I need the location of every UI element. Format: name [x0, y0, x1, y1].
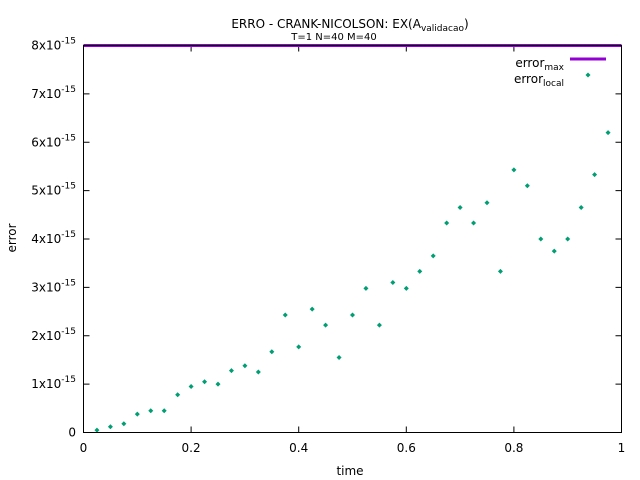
data-point-local [417, 268, 423, 274]
data-point-local [497, 268, 503, 274]
data-point-local [403, 285, 409, 291]
y-tick-label: 6x10-15 [31, 133, 76, 149]
y-axis-ticks: 0 1x10-15 2x10-15 3x10-15 4x10-15 5x10-15 6x10… [31, 37, 622, 440]
chart-title: ERRO - CRANK-NICOLSON: EX(Avalidacao) [231, 17, 468, 34]
data-point-local [457, 205, 463, 211]
x-tick-label: 0 [80, 441, 88, 455]
data-point-local [484, 200, 490, 206]
data-point-local [565, 236, 571, 242]
data-point-local [390, 280, 396, 286]
data-point-local [94, 427, 100, 433]
plot-frame [83, 45, 622, 433]
data-point-local [121, 421, 127, 427]
chart-subtitle: T=1 N=40 M=40 [290, 32, 377, 43]
x-tick-label: 1 [618, 441, 626, 455]
data-point-local [228, 368, 234, 374]
legend-swatch-local [585, 72, 591, 78]
data-point-local [592, 172, 598, 178]
data-point-local [269, 349, 275, 355]
y-tick-label: 7x10-15 [31, 85, 76, 101]
data-point-local [134, 411, 140, 417]
data-point-local [605, 130, 611, 136]
y-tick-label: 4x10-15 [31, 230, 76, 246]
legend-label-max: errormax [515, 56, 564, 73]
data-point-local [538, 236, 544, 242]
data-point-local [161, 408, 167, 414]
data-point-local [350, 312, 355, 318]
data-point-local [444, 220, 450, 226]
data-point-local [255, 369, 261, 375]
x-axis-ticks: 0 0.2 0.4 0.6 0.8 1 [80, 45, 626, 455]
x-axis-label: time [336, 464, 363, 478]
y-tick-label: 3x10-15 [31, 278, 76, 294]
x-tick-label: 0.6 [397, 441, 416, 455]
data-point-local [309, 306, 315, 312]
x-tick-label: 0.8 [504, 441, 523, 455]
data-point-local [471, 220, 477, 226]
data-point-local [376, 322, 382, 328]
chart-title-close: ) [464, 17, 469, 31]
data-point-local [363, 285, 369, 291]
data-point-local [430, 253, 436, 259]
data-point-local [511, 167, 517, 173]
data-point-local [282, 312, 288, 318]
data-point-local [524, 183, 530, 189]
x-tick-label: 0.4 [289, 441, 308, 455]
data-point-local [323, 322, 329, 328]
chart-title-main: ERRO - CRANK-NICOLSON: EX(A [231, 17, 421, 31]
y-tick-label: 5x10-15 [31, 182, 76, 198]
data-point-local [242, 363, 248, 369]
data-point-local [215, 381, 221, 387]
data-point-local [578, 205, 584, 211]
data-point-local [175, 392, 181, 398]
x-tick-label: 0.2 [182, 441, 201, 455]
y-axis-label: error [5, 223, 19, 252]
chart-title-subscript: validacao [421, 24, 465, 34]
legend-label-local: errorlocal [514, 72, 564, 89]
y-tick-label: 8x10-15 [31, 37, 76, 53]
data-point-local [107, 424, 113, 430]
data-point-local [202, 379, 208, 385]
data-point-local [296, 344, 302, 350]
y-tick-label: 2x10-15 [31, 327, 76, 343]
y-tick-label: 1x10-15 [31, 375, 76, 391]
data-point-local [551, 248, 557, 254]
data-point-local [188, 384, 194, 390]
data-point-local [336, 355, 342, 361]
data-point-local [148, 408, 154, 414]
y-tick-label: 0 [68, 426, 76, 440]
series-layer [83, 44, 622, 433]
